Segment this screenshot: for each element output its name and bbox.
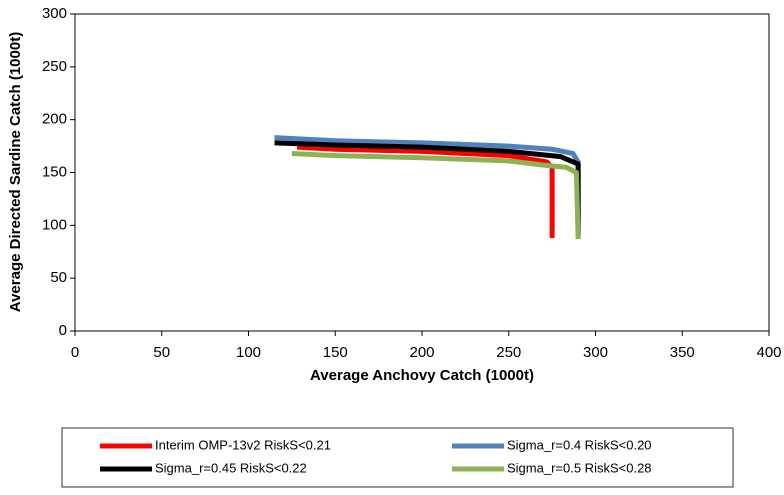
legend-label: Interim OMP-13v2 RiskS<0.21 (155, 437, 331, 452)
legend-box (61, 427, 734, 488)
series-line (274, 135, 581, 239)
y-tick-label: 250 (42, 58, 67, 75)
x-tick-label: 0 (71, 344, 79, 361)
x-tick-label: 300 (583, 344, 608, 361)
x-tick-label: 50 (153, 344, 170, 361)
legend-label: Sigma_r=0.5 RiskS<0.28 (507, 460, 652, 475)
y-tick-label: 100 (42, 216, 67, 233)
x-tick-label: 250 (496, 344, 521, 361)
y-axis-label: Average Directed Sardine Catch (1000t) (7, 32, 24, 312)
series-line (274, 140, 581, 236)
series-line (291, 150, 581, 240)
y-tick-label: 200 (42, 111, 67, 128)
legend-label: Sigma_r=0.4 RiskS<0.20 (507, 437, 652, 452)
x-axis-label: Average Anchovy Catch (1000t) (310, 367, 534, 384)
x-tick-label: 100 (236, 344, 261, 361)
x-tick-label: 200 (409, 344, 434, 361)
legend-label: Sigma_r=0.45 RiskS<0.22 (155, 460, 307, 475)
y-tick-label: 300 (42, 5, 67, 22)
y-tick-label: 150 (42, 163, 67, 180)
x-tick-label: 350 (670, 344, 695, 361)
x-tick-label: 400 (756, 344, 781, 361)
y-tick-label: 50 (50, 269, 67, 286)
x-tick-label: 150 (323, 344, 348, 361)
y-tick-label: 0 (59, 322, 67, 339)
plot-frame (74, 13, 770, 332)
